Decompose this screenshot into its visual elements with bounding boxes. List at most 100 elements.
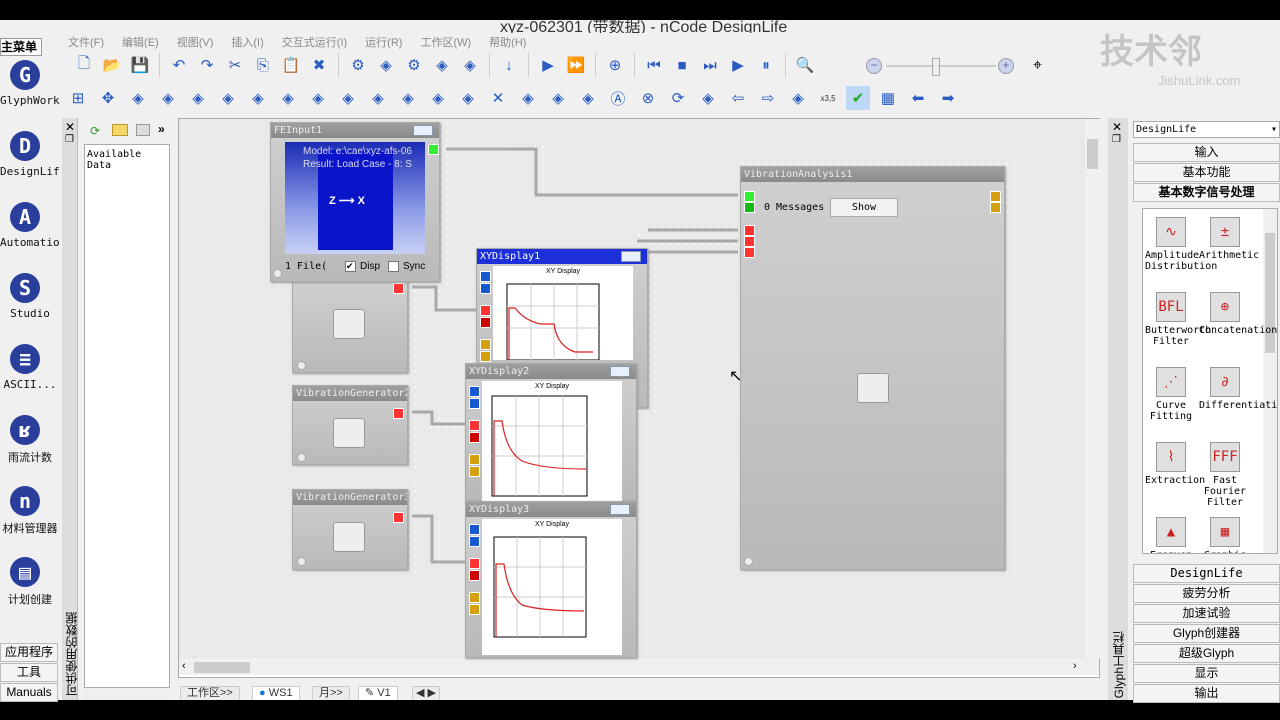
data-list-scrollbar[interactable] xyxy=(84,690,170,700)
close-icon[interactable]: ✕ xyxy=(1112,120,1123,134)
settings-icon[interactable]: ⚙ xyxy=(351,57,365,74)
no-all-icon[interactable]: ⊗ xyxy=(641,90,655,107)
available-data-list[interactable]: Available Data xyxy=(84,144,170,688)
glyph-section[interactable]: 基本数字信号处理 xyxy=(1133,183,1280,202)
dots-icon[interactable]: ◈ xyxy=(582,90,594,107)
restore-icon[interactable]: ❐ xyxy=(1112,134,1121,145)
glyph-section[interactable]: 输出 xyxy=(1133,684,1280,703)
check-toggle-icon[interactable]: ✔ xyxy=(846,86,870,110)
glyph-item[interactable]: ⌇ Extraction xyxy=(1145,442,1205,486)
input-port[interactable] xyxy=(469,570,480,581)
glyph-section[interactable]: 显示 xyxy=(1133,664,1280,683)
pause-icon[interactable]: ⏸ xyxy=(762,56,770,74)
show-messages-button[interactable]: Show xyxy=(830,198,898,217)
glyph-section[interactable]: 超级Glyph xyxy=(1133,644,1280,663)
menu-item-4[interactable]: 交互式运行(I) xyxy=(281,37,348,49)
vertical-scroll-thumb[interactable] xyxy=(1087,139,1098,169)
scale-y-icon[interactable]: ◈ xyxy=(342,90,354,107)
glyph-library-dropdown[interactable]: DesignLife ▾ xyxy=(1133,121,1280,138)
main-menu-item[interactable]: A Automation xyxy=(0,202,60,249)
y-decimal-icon[interactable]: ◈ xyxy=(402,90,414,107)
input-port[interactable] xyxy=(469,604,480,615)
glyph-item[interactable]: ⋰ Curve Fitting xyxy=(1145,367,1197,422)
output-port[interactable] xyxy=(393,512,404,523)
glyph-section[interactable]: DesignLife xyxy=(1133,564,1280,583)
save-icon[interactable]: 💾 xyxy=(130,57,150,74)
close-icon[interactable]: ✕ xyxy=(65,120,76,134)
glyph-item[interactable]: ▲ Frequen xyxy=(1145,517,1197,553)
zoom-slider-track[interactable] xyxy=(886,65,996,67)
mouse-icon[interactable]: ◈ xyxy=(702,90,714,107)
main-menu-button[interactable]: 工具 xyxy=(0,663,58,682)
scroll-left-icon[interactable]: ‹ xyxy=(182,660,186,672)
input-port[interactable] xyxy=(480,271,491,282)
zoom-slider[interactable]: − + xyxy=(866,58,1016,76)
scroll-right-icon[interactable]: › xyxy=(1073,660,1077,672)
glyph-item[interactable]: BFL Butterworth Filter xyxy=(1145,292,1211,347)
main-menu-item[interactable]: G GlyphWorks xyxy=(0,60,60,107)
refresh-icon[interactable]: ⟳ xyxy=(671,90,685,107)
add-icon[interactable]: ⊕ xyxy=(608,57,622,74)
input-port[interactable] xyxy=(480,339,491,350)
fit-y-icon[interactable]: ◈ xyxy=(162,90,174,107)
main-menu-item[interactable]: n 材料管理器 xyxy=(0,486,60,536)
input-port[interactable] xyxy=(744,247,755,258)
node-expand-button[interactable] xyxy=(621,251,641,262)
move-icon[interactable]: ✥ xyxy=(101,90,115,107)
glyph-item[interactable]: ∿ Amplitude Distribution xyxy=(1145,217,1217,272)
cut-icon[interactable]: ✂ xyxy=(228,57,242,74)
zoom-in-icon[interactable]: + xyxy=(998,58,1014,74)
undo-icon[interactable]: ↶ xyxy=(172,57,186,74)
xy-display-2-node[interactable]: XYDisplay2 XY Display xyxy=(465,363,637,501)
menu-item-3[interactable]: 插入(I) xyxy=(231,37,264,49)
sync-checkbox[interactable] xyxy=(388,261,399,272)
glyph-item[interactable]: ± Arithmetic xyxy=(1199,217,1259,261)
main-menu-item[interactable]: ʁ 雨流计数 xyxy=(0,415,60,465)
glyph-item[interactable]: ∂ Differentiation xyxy=(1199,367,1277,411)
input-port[interactable] xyxy=(469,420,480,431)
glyph-item[interactable]: ⊕ Concatenation xyxy=(1199,292,1277,336)
fe-input-node[interactable]: FEInput1 Model: e:\cae\xyz-afs-06 Result… xyxy=(270,122,440,282)
output-port[interactable] xyxy=(990,191,1001,202)
input-port[interactable] xyxy=(469,386,480,397)
main-menu-item[interactable]: ▤ 计划创建 xyxy=(0,557,60,607)
step-forward-icon[interactable]: ⏭ xyxy=(703,56,717,74)
vibration-generator-1-node[interactable] xyxy=(292,280,408,373)
output-port[interactable] xyxy=(393,408,404,419)
node-expand-button[interactable] xyxy=(610,366,630,377)
output-port[interactable] xyxy=(393,283,404,294)
input-port[interactable] xyxy=(469,536,480,547)
y-axis-icon[interactable]: ◈ xyxy=(432,90,444,107)
grid-icon[interactable]: ▦ xyxy=(880,90,896,107)
glyph-section[interactable]: 加速试验 xyxy=(1133,604,1280,623)
xy-plot[interactable]: XY Display xyxy=(493,266,633,360)
arrow-right-icon[interactable]: ⇨ xyxy=(761,90,775,107)
cross-icon[interactable]: ✕ xyxy=(491,90,505,107)
input-port[interactable] xyxy=(469,466,480,477)
cursor-value-icon[interactable]: ◈ xyxy=(792,90,804,107)
tab-scroll-right-icon[interactable]: ▶ xyxy=(427,687,436,699)
open-folder-icon[interactable]: 📂 xyxy=(102,57,122,74)
input-port[interactable] xyxy=(744,202,755,213)
tab-ws1[interactable]: ● WS1 xyxy=(252,686,300,700)
zoom-out-icon[interactable]: − xyxy=(866,58,882,74)
vibration-analysis-node[interactable]: VibrationAnalysis1 0 Messages Show xyxy=(740,166,1005,570)
input-port[interactable] xyxy=(469,454,480,465)
zoom-reset-icon[interactable]: ◈ xyxy=(312,90,324,107)
horizontal-scroll-thumb[interactable] xyxy=(194,662,250,673)
overlay-icon[interactable]: ◈ xyxy=(462,90,474,107)
clear-icon[interactable]: ◈ xyxy=(464,57,476,74)
vibration-generator-3-node[interactable]: VibrationGenerator3 xyxy=(292,489,408,570)
x-decimal-icon[interactable]: ◈ xyxy=(372,90,384,107)
zoom-100-icon[interactable]: 🔍 xyxy=(795,57,815,74)
input-port[interactable] xyxy=(469,558,480,569)
horizontal-scrollbar[interactable]: ‹ › xyxy=(179,659,1099,675)
vibration-generator-2-node[interactable]: VibrationGenerator2 xyxy=(292,385,408,465)
xy-display-3-node[interactable]: XYDisplay3 XY Display xyxy=(465,501,637,658)
zoom-in-y-icon[interactable]: ◈ xyxy=(252,90,264,107)
glyph-section[interactable]: 输入 xyxy=(1133,143,1280,162)
paste-icon[interactable]: 📋 xyxy=(281,57,301,74)
glyph-item[interactable]: FFF Fast Fourier Filter xyxy=(1199,442,1251,508)
xy-plot[interactable]: XY Display xyxy=(482,381,622,501)
main-menu-item[interactable]: D DesignLife xyxy=(0,131,60,178)
